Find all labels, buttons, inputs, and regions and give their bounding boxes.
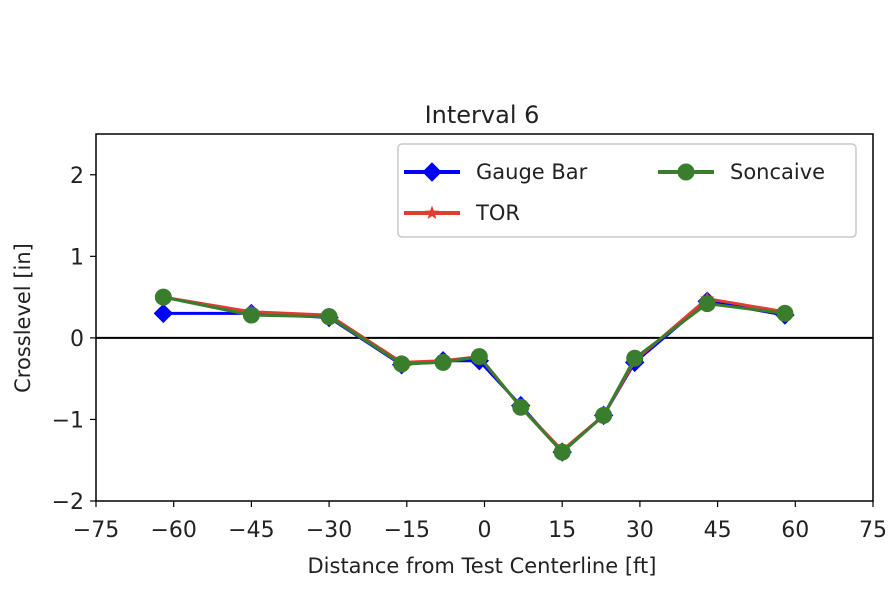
x-tick-label: 15: [548, 518, 576, 543]
x-tick-label: −45: [228, 518, 274, 543]
legend-swatch-marker: [677, 163, 695, 181]
legend-label: Soncaive: [730, 160, 825, 184]
data-point: [154, 288, 172, 306]
legend-box: [397, 143, 857, 238]
data-point: [698, 295, 716, 313]
y-tick-label: −1: [52, 408, 84, 433]
data-point: [470, 348, 488, 366]
data-point: [626, 349, 644, 367]
y-tick-label: −2: [52, 490, 84, 515]
legend-label: TOR: [475, 201, 520, 225]
x-axis-title: Distance from Test Centerline [ft]: [308, 554, 657, 578]
data-point: [242, 306, 260, 324]
chart-title: Interval 6: [425, 101, 540, 129]
x-tick-label: −15: [384, 518, 430, 543]
x-tick-label: −30: [306, 518, 352, 543]
x-tick-label: 75: [859, 518, 887, 543]
data-point: [393, 355, 411, 373]
data-point: [320, 308, 338, 326]
series-2: [154, 288, 794, 461]
y-tick-label: 0: [70, 327, 84, 352]
legend-swatch-marker: [422, 162, 442, 182]
x-tick-label: −75: [73, 518, 119, 543]
data-point: [776, 304, 794, 322]
x-tick-label: 0: [478, 518, 492, 543]
data-point: [512, 398, 530, 416]
x-tick-label: 30: [626, 518, 654, 543]
series-line: [163, 299, 786, 454]
data-point: [153, 303, 174, 324]
legend-swatch-marker: [424, 205, 440, 220]
x-tick-label: 45: [704, 518, 732, 543]
series-line: [162, 295, 786, 454]
y-axis-title: Crosslevel [in]: [11, 243, 35, 393]
data-point: [595, 406, 613, 424]
data-point: [434, 353, 452, 371]
x-tick-label: −60: [150, 518, 196, 543]
x-tick-label: 60: [781, 518, 809, 543]
y-tick-label: 2: [70, 164, 84, 189]
legend-label: Gauge Bar: [476, 160, 588, 184]
data-point: [553, 443, 571, 461]
y-tick-label: 1: [70, 245, 84, 270]
